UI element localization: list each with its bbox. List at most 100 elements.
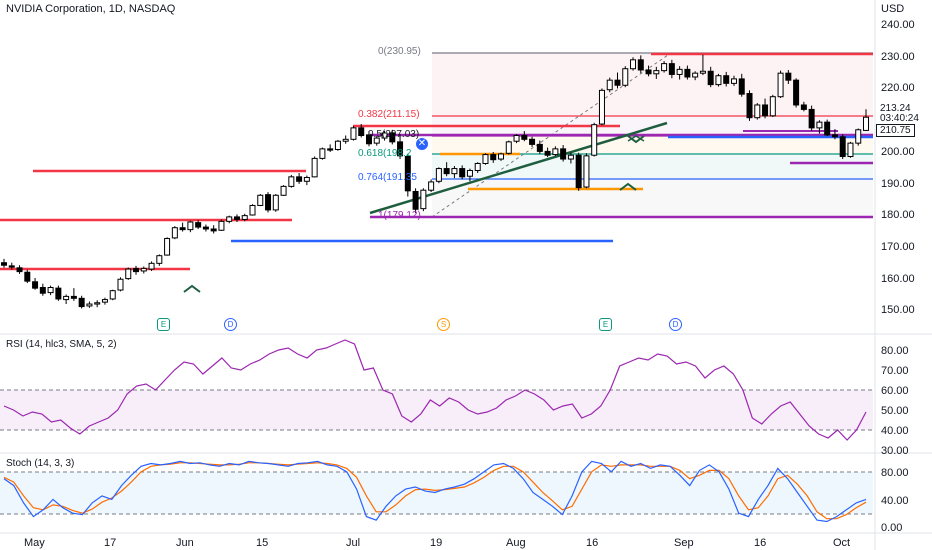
candles-group[interactable] <box>1 54 869 309</box>
dividend-marker[interactable]: D <box>669 318 682 331</box>
candle[interactable] <box>567 154 574 160</box>
candle[interactable] <box>451 168 458 175</box>
candle[interactable] <box>202 226 209 230</box>
candle[interactable] <box>855 129 862 144</box>
candle[interactable] <box>606 79 613 91</box>
candle[interactable] <box>133 267 140 273</box>
candle[interactable] <box>397 141 404 157</box>
candle[interactable] <box>575 154 582 189</box>
candle[interactable] <box>55 287 62 300</box>
candle[interactable] <box>226 216 233 222</box>
candle[interactable] <box>715 75 722 86</box>
candle[interactable] <box>521 135 528 140</box>
uptrend-line[interactable] <box>369 121 668 215</box>
candle[interactable] <box>816 121 823 129</box>
candle[interactable] <box>630 59 637 70</box>
candle[interactable] <box>39 287 46 294</box>
candle[interactable] <box>109 290 116 300</box>
dividend-marker[interactable]: D <box>224 318 237 331</box>
candle[interactable] <box>785 72 792 81</box>
candle[interactable] <box>1 262 7 266</box>
rsi-legend[interactable]: RSI (14, hlc3, SMA, 5, 2) <box>6 339 117 350</box>
close-drawing-icon[interactable]: ✕ <box>416 138 428 150</box>
candle[interactable] <box>327 148 334 151</box>
candle[interactable] <box>661 63 668 72</box>
candle[interactable] <box>16 267 23 273</box>
candle[interactable] <box>164 238 171 256</box>
candle[interactable] <box>839 136 846 157</box>
candle[interactable] <box>505 141 512 154</box>
candle[interactable] <box>78 297 85 308</box>
candle[interactable] <box>544 150 551 156</box>
candle[interactable] <box>373 137 380 144</box>
candle[interactable] <box>707 70 714 86</box>
current-price-badge[interactable]: 210.75 <box>876 124 915 137</box>
candle[interactable] <box>676 68 683 75</box>
candle[interactable] <box>529 138 536 145</box>
candle[interactable] <box>863 116 869 131</box>
candle[interactable] <box>738 78 745 95</box>
candle[interactable] <box>389 132 396 143</box>
candle[interactable] <box>498 153 505 160</box>
candle[interactable] <box>241 215 248 220</box>
candle[interactable] <box>474 162 481 171</box>
candle[interactable] <box>47 287 54 294</box>
candle[interactable] <box>692 72 699 78</box>
candle[interactable] <box>265 194 272 211</box>
candle[interactable] <box>70 295 77 299</box>
candle[interactable] <box>490 154 497 161</box>
candle[interactable] <box>342 138 349 142</box>
candle[interactable] <box>156 255 163 264</box>
candle[interactable] <box>86 303 93 307</box>
candle[interactable] <box>63 295 70 301</box>
candle[interactable] <box>443 168 450 175</box>
candle[interactable] <box>668 63 675 75</box>
candle[interactable] <box>552 148 559 156</box>
candle[interactable] <box>536 143 543 152</box>
candle[interactable] <box>381 132 388 139</box>
candle[interactable] <box>187 221 194 231</box>
candle[interactable] <box>8 265 15 268</box>
candle[interactable] <box>808 108 815 129</box>
candle[interactable] <box>365 134 372 145</box>
earnings-marker[interactable]: E <box>599 318 612 331</box>
candle[interactable] <box>847 142 854 157</box>
chart-title[interactable]: NVIDIA Corporation, 1D, NASDAQ <box>6 3 176 15</box>
candle[interactable] <box>358 127 365 136</box>
candle[interactable] <box>94 302 101 305</box>
candle[interactable] <box>233 216 240 220</box>
candle[interactable] <box>769 96 776 117</box>
candle[interactable] <box>824 121 831 136</box>
candle[interactable] <box>296 176 303 182</box>
candle[interactable] <box>466 169 473 177</box>
candle[interactable] <box>723 75 730 84</box>
split-marker[interactable]: S <box>437 318 450 331</box>
candle[interactable] <box>583 155 590 188</box>
candle[interactable] <box>730 78 737 84</box>
candle[interactable] <box>179 227 186 231</box>
candle[interactable] <box>280 185 287 196</box>
candle[interactable] <box>793 79 800 106</box>
candle[interactable] <box>831 134 838 138</box>
candle[interactable] <box>319 148 326 159</box>
candle[interactable] <box>513 135 520 142</box>
candle[interactable] <box>257 194 264 206</box>
candle[interactable] <box>637 59 644 71</box>
candle[interactable] <box>412 190 419 210</box>
candle[interactable] <box>125 268 132 280</box>
stoch-legend[interactable]: Stoch (14, 3, 3) <box>6 458 75 469</box>
candle[interactable] <box>622 68 629 86</box>
candle[interactable] <box>614 79 621 86</box>
candle[interactable] <box>435 168 442 182</box>
candle[interactable] <box>140 267 147 272</box>
candle[interactable] <box>288 176 295 187</box>
candle[interactable] <box>404 155 411 192</box>
candle[interactable] <box>303 176 310 182</box>
candle[interactable] <box>754 104 761 119</box>
candle[interactable] <box>762 104 769 117</box>
candle[interactable] <box>334 140 341 150</box>
candle[interactable] <box>210 228 217 232</box>
candle[interactable] <box>653 70 660 75</box>
earnings-marker[interactable]: E <box>157 318 170 331</box>
